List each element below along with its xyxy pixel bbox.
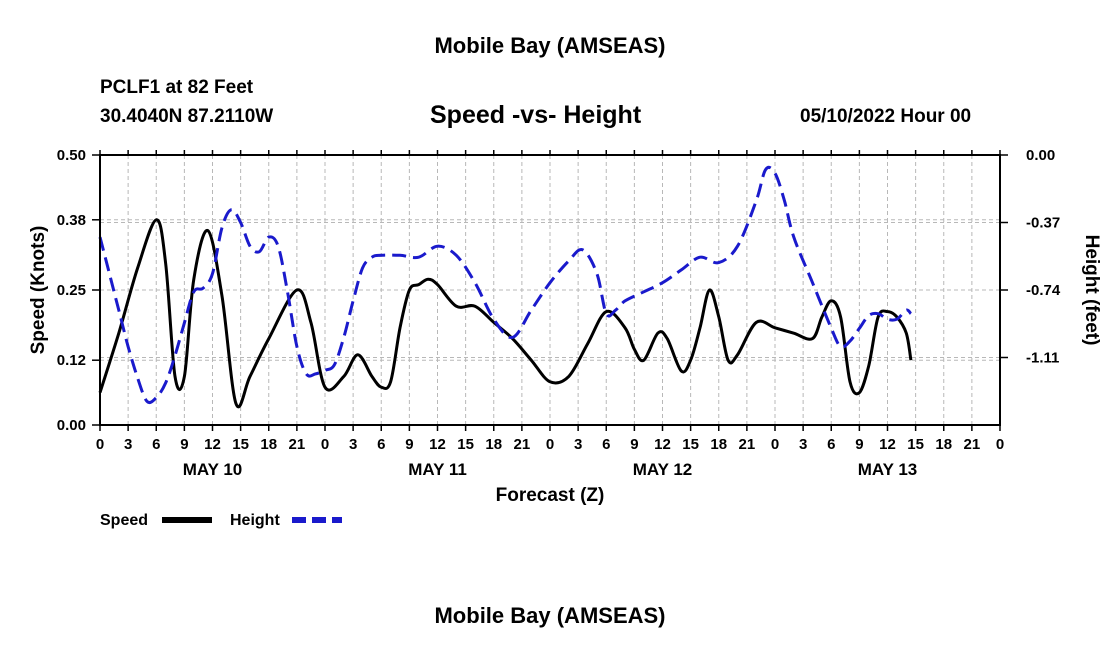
x-tick-label: 0 — [96, 436, 104, 453]
x-tick-label: 21 — [514, 436, 531, 453]
height-series-line — [98, 165, 913, 405]
y-tick-label-right: 0.00 — [1026, 147, 1055, 164]
x-tick-label: 12 — [879, 436, 896, 453]
station-label: PCLF1 at 82 Feet — [100, 77, 254, 98]
x-tick-label: 9 — [855, 436, 863, 453]
day-label: MAY 13 — [858, 460, 918, 479]
x-tick-label: 21 — [289, 436, 306, 453]
y-axis-title-right: Height (feet) — [1081, 235, 1100, 346]
x-tick-label: 12 — [429, 436, 446, 453]
x-tick-label: 6 — [377, 436, 385, 453]
x-tick-label: 12 — [204, 436, 221, 453]
x-tick-label: 18 — [485, 436, 502, 453]
legend-label-speed: Speed — [100, 512, 148, 529]
x-tick-label: 0 — [321, 436, 329, 453]
day-label: MAY 12 — [633, 460, 693, 479]
x-tick-label: 6 — [602, 436, 610, 453]
x-tick-label: 9 — [180, 436, 188, 453]
x-tick-label: 3 — [349, 436, 357, 453]
x-tick-label: 6 — [152, 436, 160, 453]
x-tick-label: 15 — [457, 436, 474, 453]
x-tick-label: 3 — [124, 436, 132, 453]
location-label: 30.4040N 87.2110W — [100, 106, 274, 127]
x-tick-label: 3 — [799, 436, 807, 453]
x-tick-label: 21 — [964, 436, 981, 453]
page-title-top: Mobile Bay (AMSEAS) — [434, 33, 666, 58]
x-tick-label: 15 — [232, 436, 249, 453]
y-tick-label-right: -0.74 — [1026, 282, 1061, 299]
x-tick-label: 12 — [654, 436, 671, 453]
x-tick-label: 15 — [682, 436, 699, 453]
page-title-bottom: Mobile Bay (AMSEAS) — [434, 603, 666, 628]
y-tick-label-left: 0.00 — [57, 417, 86, 434]
x-tick-label: 0 — [996, 436, 1004, 453]
y-tick-label-left: 0.12 — [57, 352, 86, 369]
x-tick-label: 0 — [546, 436, 554, 453]
day-label: MAY 11 — [408, 460, 467, 479]
x-tick-label: 18 — [935, 436, 952, 453]
x-tick-label: 21 — [739, 436, 756, 453]
x-tick-label: 15 — [907, 436, 924, 453]
y-tick-label-right: -1.11 — [1026, 350, 1059, 367]
x-tick-label: 18 — [260, 436, 277, 453]
timestamp-label: 05/10/2022 Hour 00 — [800, 106, 972, 127]
y-axis-title-left: Speed (Knots) — [28, 226, 49, 355]
x-tick-label: 9 — [405, 436, 413, 453]
y-tick-label-left: 0.38 — [57, 212, 86, 229]
x-tick-label: 18 — [710, 436, 727, 453]
x-tick-label: 9 — [630, 436, 638, 453]
day-label: MAY 10 — [183, 460, 243, 479]
y-tick-label-left: 0.50 — [57, 147, 86, 164]
x-tick-label: 0 — [771, 436, 779, 453]
chart-title: Speed -vs- Height — [430, 101, 642, 129]
legend-label-height: Height — [230, 512, 280, 529]
x-axis-title: Forecast (Z) — [496, 485, 605, 506]
y-tick-label-right: -0.37 — [1026, 215, 1060, 232]
y-tick-label-left: 0.25 — [57, 282, 86, 299]
speed-series-line — [98, 218, 913, 409]
x-tick-label: 3 — [574, 436, 582, 453]
x-tick-label: 6 — [827, 436, 835, 453]
